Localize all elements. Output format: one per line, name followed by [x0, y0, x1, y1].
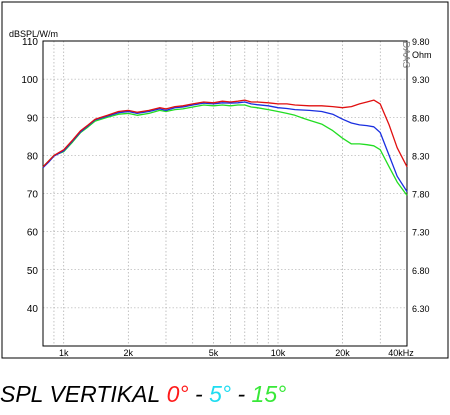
chart-grid	[43, 41, 407, 346]
y-tick-label: 60	[27, 228, 39, 239]
y-axis-left-label: dBSPL/W/m	[9, 29, 58, 39]
y2-tick-label: 9.30	[412, 75, 430, 85]
series-line-15deg	[42, 104, 408, 196]
y-axis-right-unit: Ohm	[412, 50, 432, 60]
daas-logo: DAAS	[400, 41, 411, 69]
y2-tick-label: 7.30	[412, 228, 430, 238]
chart-outer-border	[1, 1, 449, 359]
y2-tick-label: 7.80	[412, 190, 430, 200]
tick-labels: 40 50 60 70 80 90 100 110 6.30 6.80 7.30 7.80 8.30 8.…	[21, 37, 429, 358]
y2-tick-label: 6.80	[412, 266, 430, 276]
plot-area-border	[42, 40, 408, 347]
caption-separator-1: -	[188, 381, 210, 407]
caption-separator-2: -	[231, 381, 252, 407]
series-group	[42, 99, 408, 196]
y-tick-label: 50	[27, 266, 39, 277]
x-tick-label: 2k	[123, 348, 133, 358]
y-tick-label: 70	[27, 190, 39, 201]
y-tick-label: 110	[22, 37, 38, 48]
y2-tick-label: 6.30	[412, 304, 430, 314]
caption-title: SPL VERTIKAL	[0, 381, 161, 407]
spl-chart: 40 50 60 70 80 90 100 110 6.30 6.80 7.30 7.80 8.30 8.…	[1, 1, 449, 359]
x-tick-label: 10k	[271, 348, 286, 358]
x-tick-label: 5k	[209, 348, 219, 358]
series-line-0deg	[42, 99, 408, 168]
y-tick-label: 90	[27, 113, 39, 124]
y2-tick-label: 8.30	[412, 151, 430, 161]
caption-angle-0: 0°	[166, 381, 189, 407]
chart-caption: SPL VERTIKAL 0° - 5° - 15°	[0, 376, 450, 412]
caption-angle-15: 15°	[251, 381, 287, 407]
y-tick-label: 100	[21, 75, 38, 86]
x-tick-label: 1k	[59, 348, 69, 358]
y2-tick-label: 9.80	[412, 37, 430, 47]
y2-tick-label: 8.80	[412, 113, 430, 123]
y-tick-label: 40	[27, 304, 39, 315]
y-tick-label: 80	[27, 151, 39, 162]
x-tick-label: 20k	[335, 348, 350, 358]
caption-angle-5: 5°	[209, 381, 232, 407]
x-tick-label: 40kHz	[388, 348, 414, 358]
